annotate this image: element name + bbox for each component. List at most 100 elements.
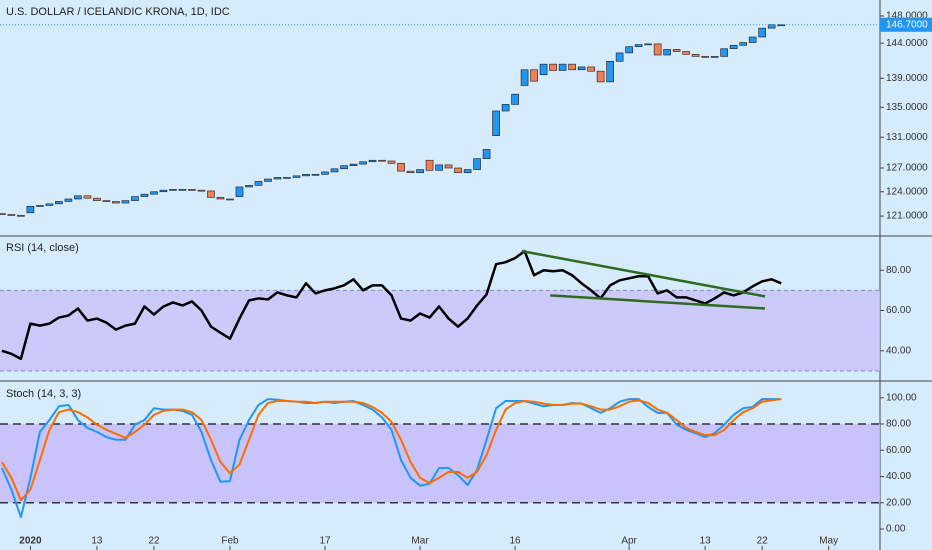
x-tick-label: 13 (700, 536, 712, 547)
candle (549, 63, 557, 71)
y-tick-label: 124.0000 (886, 186, 928, 197)
candle (758, 27, 766, 38)
stoch-title: Stoch (14, 3, 3) (6, 388, 81, 400)
candle (226, 198, 234, 201)
candle (64, 198, 73, 202)
candle (197, 189, 206, 192)
candle (568, 63, 576, 71)
candle (720, 48, 728, 57)
candle (93, 197, 101, 201)
y-tick-label: 20.00 (886, 497, 911, 508)
candle (387, 160, 396, 164)
x-tick-label: 17 (319, 536, 331, 547)
y-tick-label: 139.0000 (886, 73, 928, 84)
candle (102, 200, 111, 202)
candle (273, 177, 282, 180)
candle (482, 149, 491, 159)
y-tick-label: 148.0000 (886, 11, 928, 22)
candle (644, 43, 652, 46)
candle (691, 54, 700, 57)
y-tick-label: 60.00 (886, 305, 911, 316)
candle (596, 70, 605, 83)
y-tick-label: 121.0000 (886, 211, 928, 222)
candle (558, 63, 567, 71)
candle (359, 161, 367, 165)
candle (340, 165, 348, 170)
candle (302, 173, 310, 177)
candle (739, 42, 747, 46)
pane (0, 24, 880, 217)
candle (216, 197, 225, 200)
candle (454, 167, 462, 174)
x-tick-label: Feb (221, 536, 239, 547)
x-tick-label: 22 (757, 536, 769, 547)
price-label-bg (880, 17, 932, 32)
candle (416, 169, 424, 174)
candle (311, 173, 320, 176)
x-tick-label: 22 (148, 536, 160, 547)
y-tick-label: 127.0000 (886, 163, 928, 174)
candle (45, 203, 54, 206)
candle (682, 51, 690, 55)
candle (0, 213, 6, 215)
candle (169, 189, 177, 191)
rsi-title: RSI (14, close) (6, 242, 79, 254)
trendline (521, 249, 766, 298)
x-tick-label: May (819, 536, 838, 547)
candle (634, 44, 643, 47)
candle (587, 66, 595, 72)
y-tick-label: 80.00 (886, 265, 911, 276)
candle (501, 104, 510, 112)
candle (283, 177, 291, 179)
candle (606, 61, 614, 83)
candle (748, 36, 757, 43)
candle (653, 43, 662, 56)
candle (254, 181, 263, 186)
y-tick-label: 100.00 (886, 392, 917, 403)
candle (36, 205, 44, 207)
price-label: 146.7000 (886, 19, 928, 30)
candle (701, 56, 709, 58)
candle (188, 189, 196, 191)
candle (55, 201, 63, 205)
candle (74, 195, 82, 200)
candle (159, 189, 168, 193)
pane (0, 249, 880, 372)
candle (321, 171, 329, 175)
pane (0, 398, 880, 519)
candle (663, 49, 671, 56)
line (1, 398, 782, 502)
candle (235, 186, 244, 197)
candle (492, 110, 500, 136)
trendline (550, 294, 766, 310)
candle (435, 164, 443, 171)
line (1, 249, 782, 361)
candle (767, 24, 776, 29)
candle (264, 178, 272, 182)
candle (444, 164, 453, 169)
candle (245, 185, 253, 188)
y-tick-label: 144.0000 (886, 38, 928, 49)
candle (473, 158, 481, 170)
x-tick-label: 13 (91, 536, 103, 547)
x-tick-label: 2020 (19, 536, 42, 547)
candle (131, 196, 139, 201)
candle (463, 169, 472, 174)
candle (140, 193, 149, 197)
y-tick-label: 131.0000 (886, 132, 928, 143)
y-tick-label: 0.00 (886, 524, 906, 535)
x-tick-label: 16 (510, 536, 522, 547)
y-tick-label: 135.0000 (886, 102, 928, 113)
candle (26, 205, 35, 214)
candle (397, 163, 405, 172)
candle (520, 69, 529, 86)
candle (511, 93, 519, 105)
x-tick-label: Apr (621, 536, 637, 547)
candle (672, 49, 681, 52)
candle (710, 56, 719, 58)
y-tick-label: 80.00 (886, 419, 911, 430)
candle (7, 214, 16, 216)
candle (539, 63, 548, 76)
candle (207, 190, 215, 198)
